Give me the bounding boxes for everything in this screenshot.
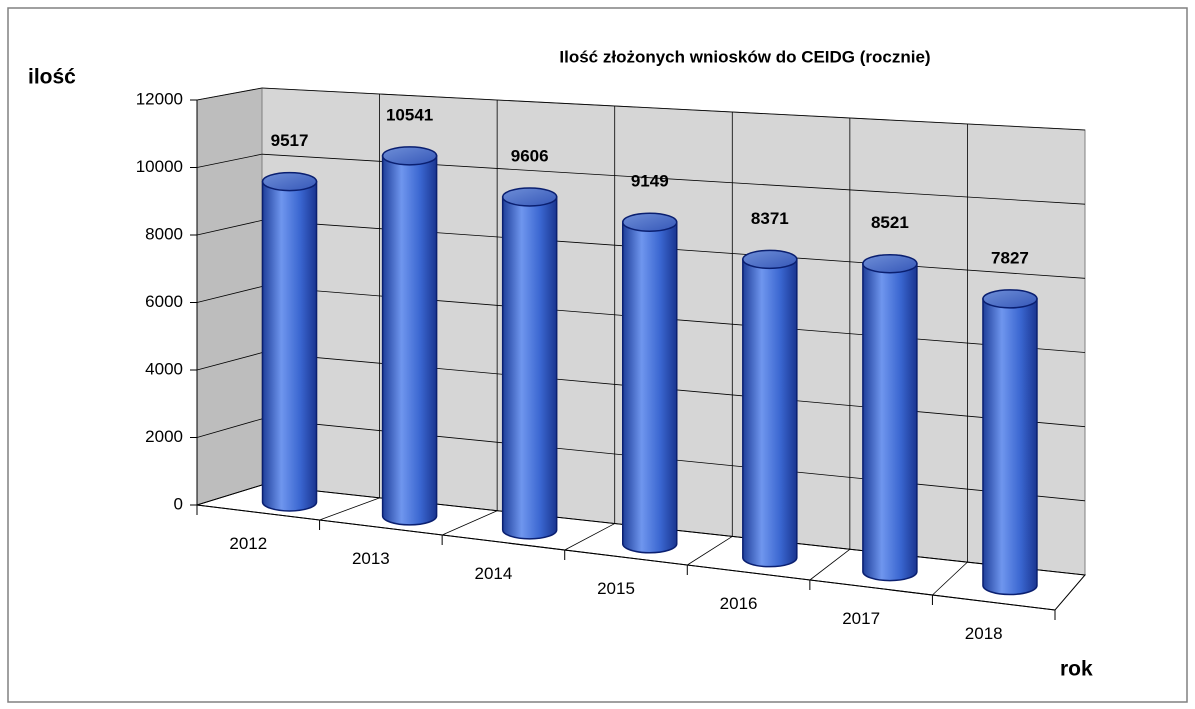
floor-divider	[932, 561, 968, 596]
bar	[501, 196, 558, 540]
grid-line	[196, 352, 263, 371]
bar-top	[501, 187, 558, 207]
y-tick-label: 8000	[145, 224, 183, 243]
bar	[982, 298, 1038, 596]
bar	[381, 155, 438, 526]
value-label: 9606	[511, 146, 549, 165]
chart-title: Ilość złożonych wniosków do CEIDG (roczn…	[559, 47, 930, 66]
value-label: 8371	[751, 209, 789, 228]
y-tick-label: 12000	[136, 89, 183, 108]
floor-divider	[687, 536, 733, 566]
bar	[261, 180, 318, 512]
bar-top	[862, 253, 918, 274]
x-tick-label: 2016	[720, 594, 758, 613]
y-tick-label: 0	[174, 494, 183, 513]
value-label: 9517	[271, 131, 309, 150]
floor-divider	[319, 497, 380, 521]
floor-divider	[441, 510, 498, 536]
bar	[622, 221, 678, 554]
value-label: 7827	[991, 248, 1029, 267]
x-tick-label: 2012	[229, 534, 267, 553]
value-label: 9149	[631, 172, 669, 191]
y-axis-label: ilość	[28, 66, 76, 89]
grid-line	[261, 87, 1086, 131]
value-label: 10541	[386, 105, 433, 124]
value-label: 8521	[871, 213, 909, 232]
bar	[862, 262, 918, 582]
bar-top	[622, 212, 678, 232]
x-axis-label: rok	[1060, 658, 1093, 681]
floor-divider	[564, 523, 615, 551]
y-tick-label: 2000	[145, 427, 183, 446]
grid-line	[196, 87, 263, 101]
bar-top	[742, 249, 798, 270]
x-tick-label: 2014	[475, 564, 513, 583]
x-tick-label: 2013	[352, 549, 390, 568]
x-axis	[196, 504, 1056, 611]
y-tick-label: 4000	[145, 359, 183, 378]
grid-line	[196, 484, 263, 506]
side-wall	[196, 87, 263, 506]
y-tick-label: 6000	[145, 292, 183, 311]
bar-top	[381, 146, 438, 166]
bar-top	[261, 171, 318, 192]
bar-top	[982, 289, 1038, 309]
x-tick-label: 2017	[842, 609, 880, 628]
grid-line	[196, 219, 263, 236]
bar	[742, 258, 798, 568]
y-tick-label: 10000	[136, 157, 183, 176]
grid-line	[196, 286, 263, 303]
grid-line	[196, 418, 263, 438]
x-tick-label: 2015	[597, 579, 635, 598]
x-tick-label: 2018	[965, 624, 1003, 643]
floor-divider	[809, 548, 851, 581]
grid-line	[196, 153, 263, 168]
